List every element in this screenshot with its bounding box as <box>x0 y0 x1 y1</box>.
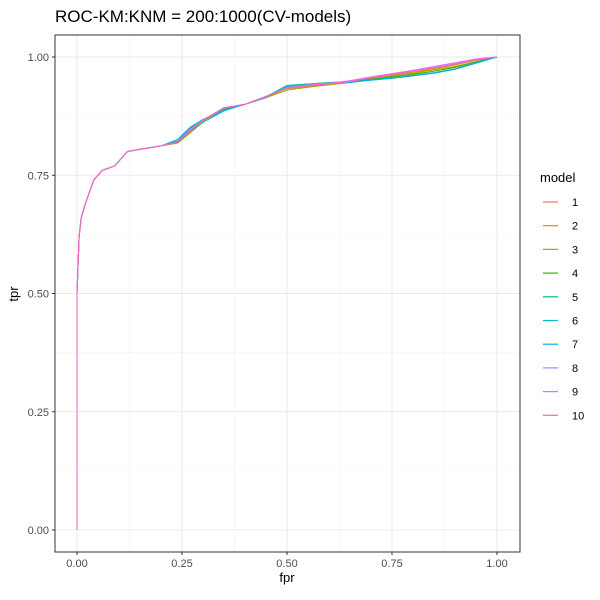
legend-label-2: 2 <box>572 221 578 233</box>
x-axis-label: fpr <box>279 570 295 585</box>
y-tick-label: 0.25 <box>28 407 49 419</box>
x-tick-label: 0.00 <box>66 558 87 570</box>
y-axis-ticks: 0.00 0.25 0.50 0.75 1.00 <box>28 52 55 537</box>
legend-label-10: 10 <box>572 410 584 422</box>
plot-panel <box>54 34 521 553</box>
legend-label-1: 1 <box>572 197 578 209</box>
x-tick-label: 0.25 <box>171 558 192 570</box>
series-line-10 <box>76 56 498 530</box>
legend-label-7: 7 <box>572 339 578 351</box>
legend-label-8: 8 <box>572 363 578 375</box>
x-tick-label: 0.50 <box>276 558 297 570</box>
y-tick-label: 1.00 <box>28 52 49 64</box>
y-axis-label: tpr <box>6 286 21 302</box>
legend-label-3: 3 <box>572 244 578 256</box>
x-axis-ticks: 0.00 0.25 0.50 0.75 1.00 <box>66 552 508 570</box>
legend-label-9: 9 <box>572 387 578 399</box>
legend: model 1 2 3 4 5 6 7 8 9 10 <box>540 170 584 422</box>
legend-label-5: 5 <box>572 292 578 304</box>
x-tick-label: 0.75 <box>381 558 402 570</box>
legend-label-4: 4 <box>572 268 578 280</box>
y-tick-label: 0.00 <box>28 525 49 537</box>
legend-label-6: 6 <box>572 316 578 328</box>
legend-title: model <box>540 170 576 185</box>
x-tick-label: 1.00 <box>486 558 507 570</box>
y-tick-label: 0.50 <box>28 289 49 301</box>
chart-title: ROC-KM:KNM = 200:1000(CV-models) <box>55 7 351 26</box>
y-tick-label: 0.75 <box>28 170 49 182</box>
